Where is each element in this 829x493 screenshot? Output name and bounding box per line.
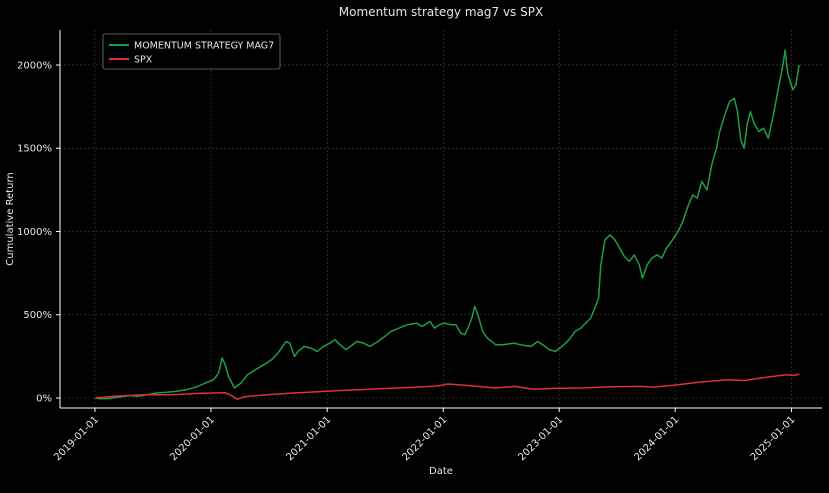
series-layer: [95, 49, 800, 401]
y-tick-label: 1000%: [17, 227, 52, 238]
legend: MOMENTUM STRATEGY MAG7 SPX: [102, 33, 281, 70]
chart-title: Momentum strategy mag7 vs SPX: [339, 5, 543, 19]
x-axis-label: Date: [429, 466, 453, 477]
legend-label-momentum: MOMENTUM STRATEGY MAG7: [134, 41, 274, 52]
legend-box: [102, 33, 281, 70]
y-tick-label: 1500%: [17, 144, 52, 155]
series-line-momentum: [95, 49, 800, 400]
grid-lines: [60, 30, 822, 408]
y-tick-label: 2000%: [17, 60, 52, 71]
legend-label-spx: SPX: [134, 55, 153, 66]
series-line-spx: [95, 373, 800, 401]
y-tick-label: 0%: [36, 394, 52, 405]
y-tick-label: 500%: [23, 310, 52, 321]
y-axis-ticks: 0% 500% 1000% 1500% 2000%: [17, 60, 60, 405]
y-axis-label: Cumulative Return: [5, 172, 16, 265]
axes: [59, 30, 822, 409]
